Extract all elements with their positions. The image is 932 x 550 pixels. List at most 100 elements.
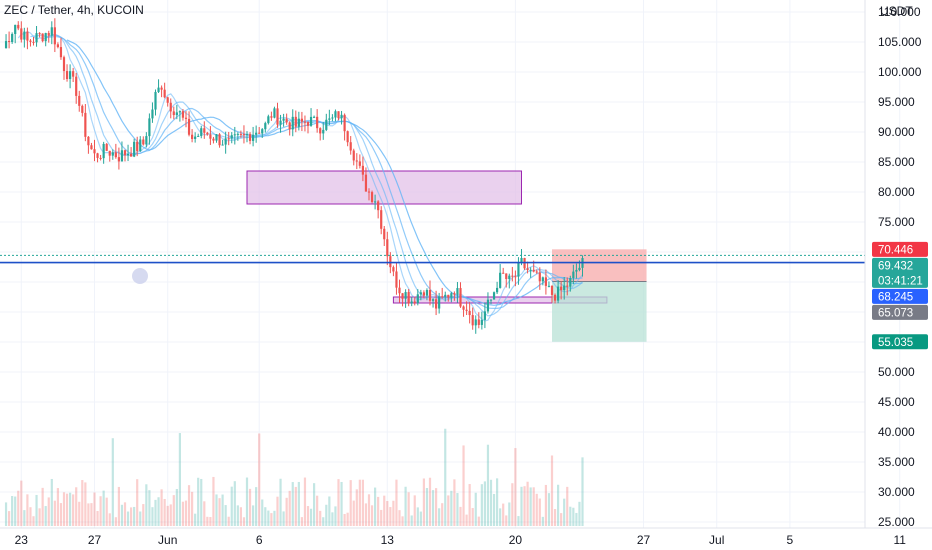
volume-bar xyxy=(520,486,523,526)
volume-bar xyxy=(474,492,477,526)
volume-bar xyxy=(248,488,252,526)
candle-body xyxy=(108,150,111,156)
volume-bar xyxy=(78,501,81,526)
time-tick-label: 27 xyxy=(88,533,102,547)
candle-body xyxy=(236,133,239,135)
volume-bar xyxy=(255,487,258,526)
candle-body xyxy=(163,89,166,98)
candle-body xyxy=(407,292,410,304)
candle-body xyxy=(32,41,35,43)
volume-bar xyxy=(206,516,209,526)
volume-bar xyxy=(398,510,401,526)
volume-bar xyxy=(4,502,8,526)
candle-body xyxy=(65,71,69,80)
candle-body xyxy=(62,57,66,72)
candle-body xyxy=(252,134,255,141)
candle-body xyxy=(291,116,294,130)
volume-bar xyxy=(483,481,486,526)
candle-body xyxy=(465,309,468,311)
candle-body xyxy=(96,153,99,158)
last-price-tag-bg xyxy=(872,257,928,288)
candle-body xyxy=(416,294,419,304)
candle-body xyxy=(575,269,578,272)
candle-body xyxy=(435,299,438,309)
volume-bar xyxy=(325,504,328,526)
candle-body xyxy=(383,228,386,240)
candle-body xyxy=(69,71,72,80)
volume-bar xyxy=(502,503,505,526)
candle-body xyxy=(468,310,471,316)
candle-body xyxy=(309,116,313,126)
volume-bar xyxy=(566,486,569,526)
candle-body xyxy=(337,111,340,119)
candle-body xyxy=(261,129,264,134)
candle-body xyxy=(187,118,191,135)
volume-bar xyxy=(303,477,307,526)
volume-bar xyxy=(172,495,175,526)
candle-body xyxy=(224,138,227,145)
stop-price-tag-text: 70.446 xyxy=(878,244,913,256)
price-tick-label: 30.000 xyxy=(878,485,915,499)
volume-bar xyxy=(166,505,169,526)
volume-bar xyxy=(252,505,255,526)
price-tick-label: 50.000 xyxy=(878,365,915,379)
volume-bar xyxy=(465,514,468,526)
resistance-zone[interactable] xyxy=(246,170,522,205)
price-tick-label: 110.000 xyxy=(878,5,921,19)
drawing-zones[interactable] xyxy=(246,170,608,304)
time-axis[interactable]: 23 27 Jun 6 13 20 27 Jul 5 11 xyxy=(15,533,907,547)
volume-bar xyxy=(279,478,282,526)
candle-body xyxy=(206,132,209,135)
volume-bar xyxy=(425,488,429,526)
volume-bar xyxy=(41,487,44,526)
candle-body xyxy=(75,76,78,96)
volume-bar xyxy=(133,506,136,526)
candle-body xyxy=(245,134,249,136)
candle-body xyxy=(230,135,233,139)
candle-body xyxy=(502,272,505,274)
candle-body xyxy=(505,273,508,280)
take-profit-zone[interactable] xyxy=(552,281,647,342)
volume-bar xyxy=(84,482,87,526)
candle-body xyxy=(169,102,172,112)
volume-bar xyxy=(471,508,474,526)
stop-price-tag-bg xyxy=(872,241,928,257)
volume-bar xyxy=(90,503,93,526)
candle-body xyxy=(550,285,554,295)
candle-body xyxy=(114,152,117,158)
volume-bar xyxy=(75,487,78,526)
volume-bar xyxy=(200,478,203,526)
stop-loss-zone[interactable] xyxy=(552,249,647,282)
horizontal-lines[interactable] xyxy=(0,254,865,264)
candle-body xyxy=(447,294,450,298)
volume-bar xyxy=(50,478,53,526)
volume-bar xyxy=(154,499,157,526)
candle-body xyxy=(14,24,17,34)
volume-bar xyxy=(553,509,557,526)
candle-body xyxy=(526,268,529,271)
candle-body xyxy=(392,267,395,272)
candle-body xyxy=(358,161,361,166)
price-tick-label: 80.000 xyxy=(878,185,915,199)
candle-body xyxy=(340,114,343,119)
time-tick-label: 11 xyxy=(893,533,906,547)
volume-bar xyxy=(105,497,108,526)
candle-body xyxy=(81,105,84,113)
volume-bar xyxy=(496,478,499,526)
price-tick-label: 85.000 xyxy=(878,155,915,169)
volume-bar xyxy=(358,479,361,526)
volume-bar xyxy=(328,496,331,526)
volume-bar xyxy=(331,512,334,526)
volume-bar xyxy=(300,517,303,526)
candle-body xyxy=(157,87,160,92)
volume-bar xyxy=(456,493,459,526)
volume-bar xyxy=(151,507,154,526)
candle-body xyxy=(258,132,261,134)
candle-body xyxy=(175,112,178,116)
volume-bar xyxy=(581,457,584,526)
candle-body xyxy=(499,272,502,288)
volume-bar xyxy=(20,480,23,526)
candle-body xyxy=(242,134,246,136)
volume-bar xyxy=(404,486,407,526)
